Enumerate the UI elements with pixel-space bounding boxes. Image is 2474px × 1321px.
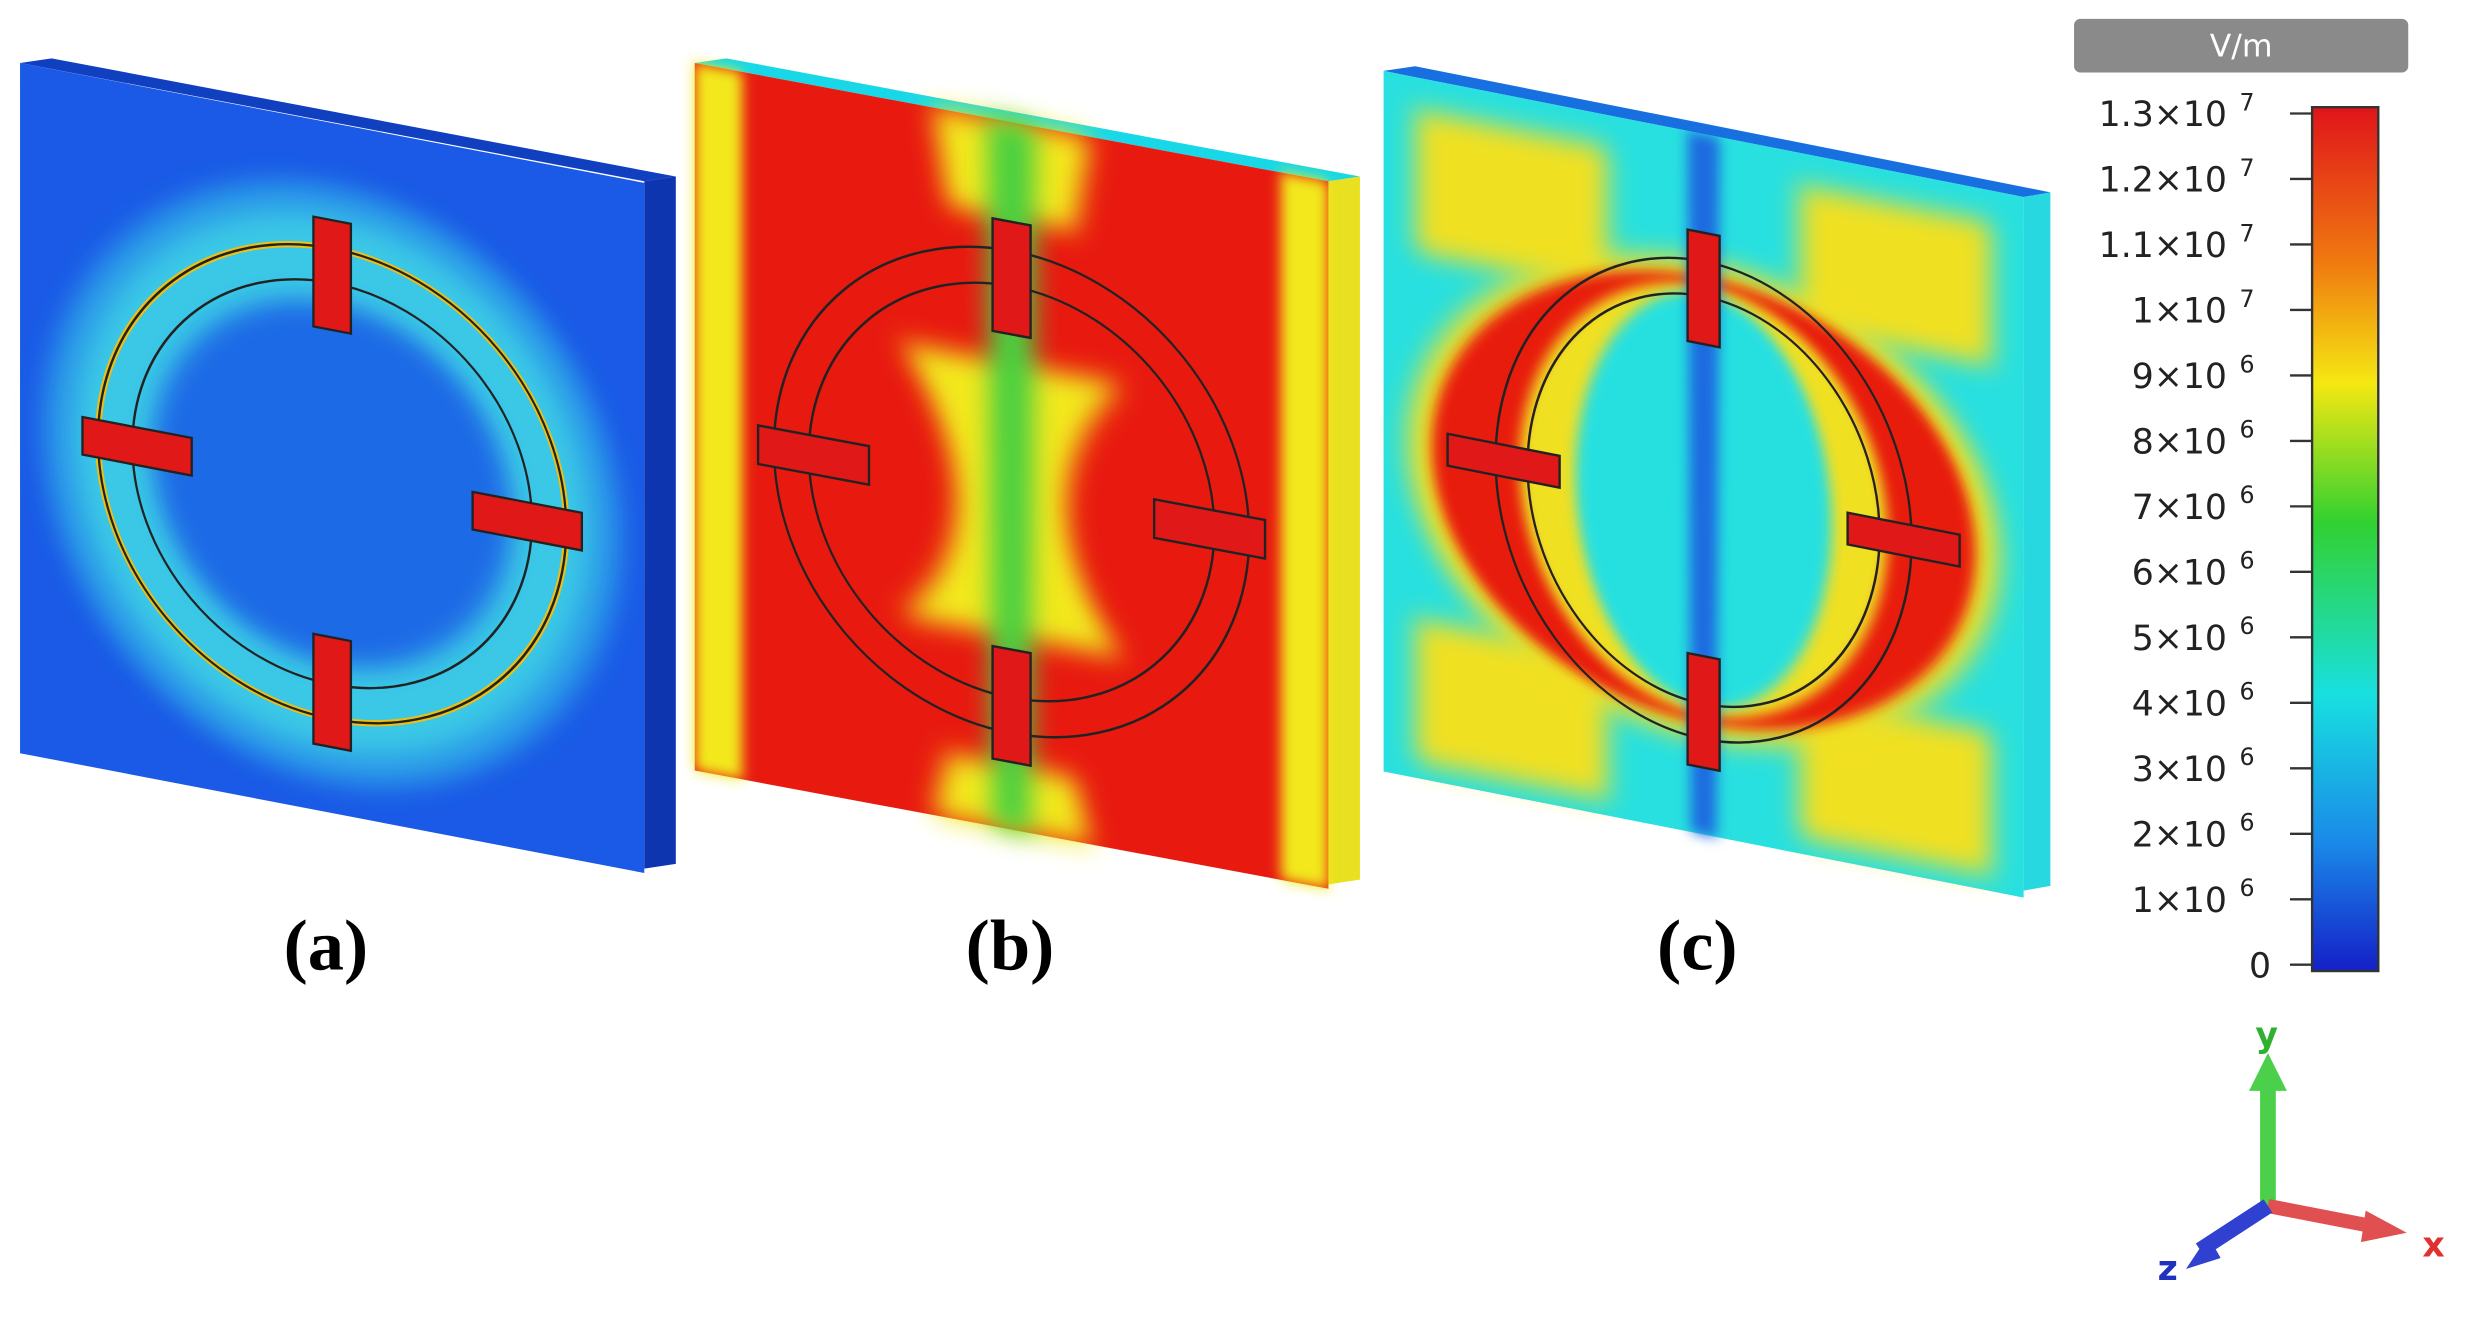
field-panel-c [1383, 66, 2051, 898]
tick-label: 4×10 [2132, 684, 2227, 724]
tick-label: 1.3×10 [2099, 95, 2227, 135]
tick-exponent: 7 [2240, 154, 2255, 182]
tick-exponent: 6 [2240, 547, 2255, 575]
tick-exponent: 6 [2240, 678, 2255, 706]
tick-label: 1×10 [2132, 292, 2227, 332]
tick-exponent: 6 [2240, 481, 2255, 509]
axis-label: x [2422, 1225, 2444, 1265]
axis-label: z [2158, 1249, 2178, 1289]
tick-label: 2×10 [2132, 815, 2227, 855]
tick-exponent: 6 [2240, 809, 2255, 837]
tick-exponent: 7 [2240, 219, 2255, 247]
tick-exponent: 6 [2240, 416, 2255, 444]
tick-exponent: 7 [2240, 88, 2255, 116]
tick-label: 1.2×10 [2099, 161, 2227, 201]
tick-exponent: 7 [2240, 285, 2255, 313]
tick-label: 1×10 [2132, 881, 2227, 921]
tick-exponent: 6 [2240, 612, 2255, 640]
panel-label: (a) [284, 904, 369, 985]
unit-header [2074, 18, 2409, 73]
tick-label: 1.1×10 [2099, 226, 2227, 266]
tick-label: 5×10 [2132, 619, 2227, 659]
colorbar [2310, 106, 2380, 973]
tick-exponent: 6 [2240, 743, 2255, 771]
tick-label: 8×10 [2132, 423, 2227, 463]
tick-label: 7×10 [2132, 488, 2227, 528]
panel-label: (c) [1657, 904, 1737, 985]
field-panel-a [20, 58, 676, 873]
tick-exponent: 6 [2240, 874, 2255, 902]
colorbar-unit: V/m [2210, 29, 2273, 65]
axis-label: y [2255, 1016, 2278, 1056]
field-panel-b [694, 58, 1360, 889]
tick-label: 3×10 [2132, 750, 2227, 790]
tick-label: 9×10 [2132, 357, 2227, 397]
panel-label: (b) [966, 904, 1055, 985]
tick-label: 6×10 [2132, 553, 2227, 593]
tick-label: 0 [2249, 946, 2271, 986]
tick-exponent: 6 [2240, 350, 2255, 378]
axes-triad: y x z [2158, 1016, 2445, 1289]
